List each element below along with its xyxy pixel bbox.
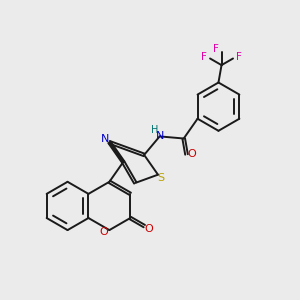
Text: O: O bbox=[144, 224, 153, 233]
Text: S: S bbox=[158, 172, 164, 183]
Text: O: O bbox=[188, 149, 196, 160]
Text: N: N bbox=[101, 134, 109, 144]
Text: F: F bbox=[201, 52, 207, 62]
Text: F: F bbox=[236, 52, 242, 62]
Text: H: H bbox=[151, 125, 158, 135]
Text: O: O bbox=[99, 226, 108, 237]
Text: N: N bbox=[155, 131, 164, 141]
Text: F: F bbox=[213, 44, 219, 54]
